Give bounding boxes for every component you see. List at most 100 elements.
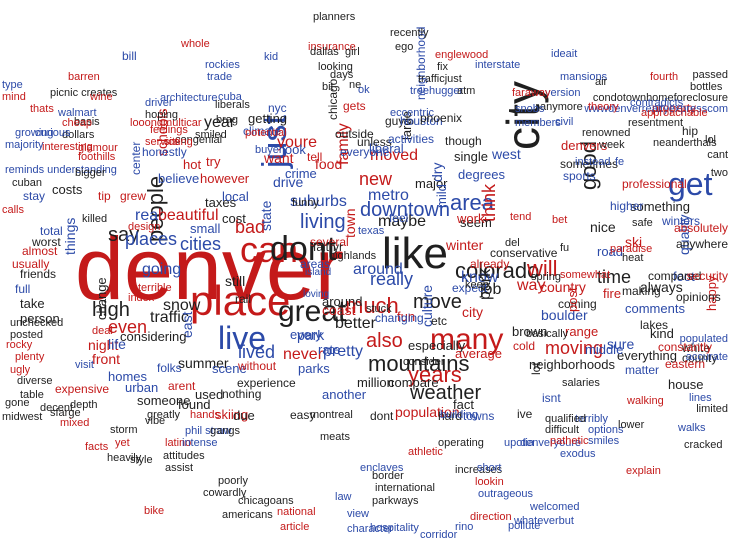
cloud-word: deal [92,325,113,337]
cloud-word: things [62,217,78,255]
cloud-word: montreal [310,409,353,421]
cloud-word: parkways [372,495,419,507]
cloud-word: ne [349,79,362,91]
cloud-word: another [322,387,367,402]
cloud-word: total [40,224,63,238]
cloud-word: year [204,114,236,131]
cloud-word: rino [455,521,474,533]
cloud-word: curious [35,127,71,139]
cloud-word: lines [689,392,712,404]
cloud-word: never [283,346,324,363]
cloud-word: consider [403,356,445,368]
cloud-word: faraway [512,87,551,99]
cloud-word: depth [70,399,98,411]
cloud-word: weather [410,382,482,404]
cloud-word: tend [510,211,532,223]
cloud-word: area [450,190,495,215]
cloud-word: park [297,327,325,343]
cloud-word: colorado [455,258,540,283]
cloud-word: dont [270,230,337,268]
cloud-word: degrees [458,167,505,182]
cloud-word: million [357,375,394,390]
cloud-word: activities [388,132,435,146]
cloud-word: gangs [210,425,240,437]
cloud-word: style [130,454,153,466]
cloud-word: resentment [628,117,684,129]
cloud-word: condotownhomeforeclosure [592,92,728,104]
cloud-word: almost [22,244,58,258]
cloud-word: scene [212,361,247,376]
cloud-word: glamour [78,142,118,154]
cloud-word: denvers [561,138,608,153]
cloud-word: looongmulticar [130,117,202,129]
cloud-word: civil [555,116,574,128]
cloud-word: average [455,346,502,361]
cloud-word: get [668,166,713,202]
cloud-word: walking [627,395,664,407]
cloud-word: heat [622,252,644,264]
cloud-word: security [686,269,728,283]
cloud-word: suburbs [290,193,347,210]
cloud-word: tell [307,150,323,164]
cloud-word: believe [158,171,200,186]
cloud-word: due [233,408,255,423]
cloud-word: place [190,277,291,324]
cloud-word: compare [388,375,439,390]
cloud-word: exodus [560,448,596,460]
cloud-word: buyer [255,144,283,156]
cloud-word: better [335,315,376,332]
cloud-word: areas [300,257,331,271]
cloud-word: getting [248,111,288,126]
cloud-word: safe [632,217,653,229]
cloud-word: cant [707,149,728,161]
cloud-word: walks [678,422,706,434]
cloud-word: lookin [475,476,504,488]
cloud-word: honestly [142,145,187,159]
cloud-word: yet [115,437,130,449]
cloud-word: wwwdenverrealtyexpresscom [584,103,728,115]
cloud-word: planners [313,11,356,23]
cloud-word: week [599,139,625,151]
cloud-word: job [480,281,502,298]
cloud-word: article [280,521,310,533]
cloud-word: considering [120,329,187,344]
cloud-word: feel [389,211,409,225]
cloud-word: kid [264,51,279,63]
cloud-word: everything [617,348,677,363]
cloud-word: fe [615,156,625,168]
cloud-word: options [588,424,624,436]
cloud-word: brag [216,114,239,126]
cloud-word: character [347,523,393,535]
cloud-word: contradicts [630,97,684,109]
cloud-word: bike [144,505,165,517]
cloud-word: expect [452,281,488,295]
cloud-word: moving [545,338,604,358]
cloud-word: sitting [164,136,193,148]
cloud-word: kind [650,326,674,341]
cloud-word: range [565,324,599,339]
cloud-word: greatly [147,409,181,421]
cloud-word: county [682,351,718,365]
cloud-word: life [108,336,126,352]
cloud-word: short [477,462,502,474]
cloud-word: every [290,327,322,342]
cloud-word: cuban [12,177,42,189]
cloud-word: cost [222,211,246,226]
cloud-word: however [200,171,250,186]
cloud-word: plenty [15,351,45,363]
cloud-word: expensive [55,382,110,396]
cloud-word: winter [446,237,484,253]
cloud-word: calls [2,204,25,216]
cloud-word: nyc [268,101,287,115]
cloud-word: cheap [62,117,92,129]
cloud-word: single [454,149,488,164]
cloud-word: maybe [378,213,427,230]
cloud-word: skiing [215,407,249,422]
cloud-word: snobs [515,103,545,115]
cloud-word: stay [23,189,46,203]
cloud-word: atm [457,85,476,97]
cloud-word: reminds understanding [5,164,117,176]
cloud-word: much [345,293,399,318]
cloud-word: picnic creates [50,87,118,99]
cloud-word: trade [207,71,233,83]
